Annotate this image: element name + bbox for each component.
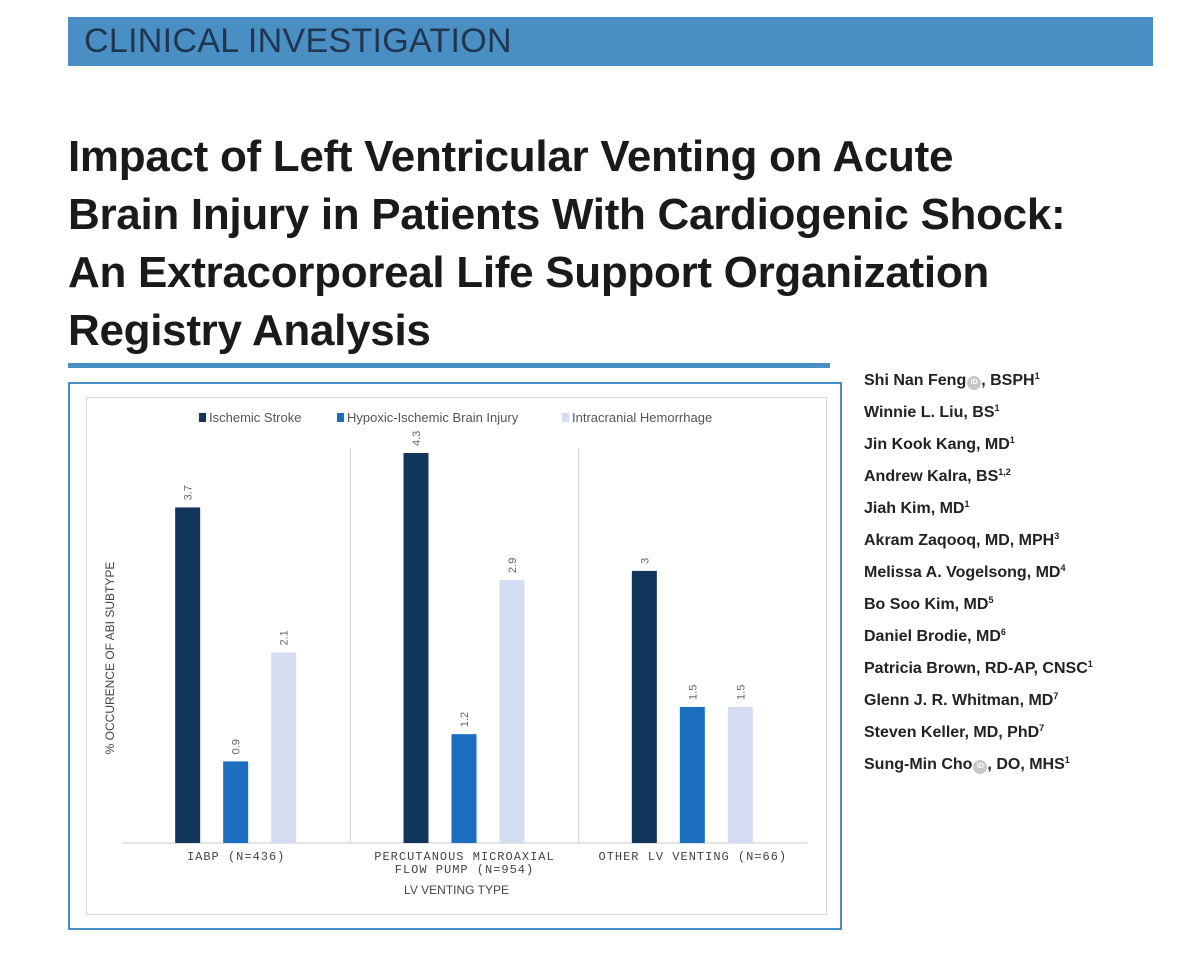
data-label: 0.9 xyxy=(231,739,243,754)
legend-swatch xyxy=(337,413,344,422)
author-list: Shi Nan Feng iD, BSPH1 Winnie L. Liu, BS1 J… xyxy=(864,365,1184,781)
author-name: Glenn J. R. Whitman, MD xyxy=(864,692,1054,709)
author-entry: Sung-Min Cho iD, DO, MHS1 xyxy=(864,749,1184,781)
affiliation-marker: 3 xyxy=(1054,531,1060,541)
author-name: Andrew Kalra, BS xyxy=(864,468,999,485)
x-tick-label: PERCUTANOUS MICROAXIAL xyxy=(374,850,554,864)
author-name: Melissa A. Vogelsong, MD xyxy=(864,564,1061,581)
abi-bar-chart: Ischemic Stroke Hypoxic-Ischemic Brain In… xyxy=(103,410,807,897)
legend-label: Hypoxic-Ischemic Brain Injury xyxy=(347,410,519,425)
data-label: 1.2 xyxy=(459,712,471,727)
author-entry: Steven Keller, MD, PhD7 xyxy=(864,717,1184,749)
chart-area: Ischemic Stroke Hypoxic-Ischemic Brain In… xyxy=(86,397,827,915)
author-entry: Glenn J. R. Whitman, MD7 xyxy=(864,685,1184,717)
data-label: 4.3 xyxy=(411,431,423,446)
author-entry: Jiah Kim, MD1 xyxy=(864,493,1184,525)
article-title: Impact of Left Ventricular Venting on Ac… xyxy=(68,132,1066,355)
author-name: Shi Nan Feng xyxy=(864,372,967,389)
affiliation-marker: 1,2 xyxy=(998,467,1011,477)
legend-label: Intracranial Hemorrhage xyxy=(572,410,712,425)
data-label: 2.9 xyxy=(507,558,519,573)
chart-bar xyxy=(727,706,753,843)
data-label: 2.1 xyxy=(279,630,291,645)
author-entry: Winnie L. Liu, BS1 xyxy=(864,397,1184,429)
chart-bar xyxy=(451,734,477,843)
affiliation-marker: 1 xyxy=(1009,435,1015,445)
x-axis-title: LV VENTING TYPE xyxy=(404,883,509,897)
author-name: Jiah Kim, MD xyxy=(864,500,965,517)
author-entry: Melissa A. Vogelsong, MD4 xyxy=(864,557,1184,589)
affiliation-marker: 7 xyxy=(1053,691,1059,701)
author-entry: Shi Nan Feng iD, BSPH1 xyxy=(864,365,1184,397)
affiliation-marker: 4 xyxy=(1060,563,1066,573)
chart-bar xyxy=(679,706,705,843)
orcid-icon[interactable]: iD xyxy=(973,760,988,774)
author-degree: , BSPH xyxy=(981,372,1035,389)
data-label: 1.5 xyxy=(735,685,747,700)
chart-bar xyxy=(499,579,525,843)
author-entry: Patricia Brown, RD-AP, CNSC1 xyxy=(864,653,1184,685)
author-name: Sung-Min Cho xyxy=(864,756,973,773)
data-label: 3 xyxy=(639,558,651,564)
author-name: Patricia Brown, RD-AP, CNSC xyxy=(864,660,1088,677)
affiliation-marker: 7 xyxy=(1039,723,1045,733)
section-banner: CLINICAL INVESTIGATION xyxy=(68,17,1153,66)
author-name: Akram Zaqooq, MD, MPH xyxy=(864,532,1055,549)
affiliation-marker: 1 xyxy=(1064,755,1070,765)
author-name: Bo Soo Kim, MD xyxy=(864,596,989,613)
chart-bar xyxy=(223,761,249,843)
legend-swatch xyxy=(562,413,569,422)
chart-bar xyxy=(631,570,657,843)
author-degree: , DO, MHS xyxy=(987,756,1065,773)
affiliation-marker: 1 xyxy=(1034,371,1040,381)
affiliation-marker: 5 xyxy=(988,595,994,605)
legend-label: Ischemic Stroke xyxy=(209,410,301,425)
author-name: Steven Keller, MD, PhD xyxy=(864,724,1040,741)
chart-bar xyxy=(271,652,297,843)
legend-swatch xyxy=(199,413,206,422)
section-label: CLINICAL INVESTIGATION xyxy=(84,22,512,60)
y-axis-title: % OCCURENCE OF ABI SUBTYPE xyxy=(103,562,117,755)
author-name: Jin Kook Kang, MD xyxy=(864,436,1010,453)
author-entry: Bo Soo Kim, MD5 xyxy=(864,589,1184,621)
title-divider xyxy=(68,363,830,368)
affiliation-marker: 1 xyxy=(1087,659,1093,669)
author-entry: Andrew Kalra, BS1,2 xyxy=(864,461,1184,493)
chart-bar xyxy=(175,507,201,843)
affiliation-marker: 1 xyxy=(994,403,1000,413)
data-label: 3.7 xyxy=(183,485,195,500)
author-name: Winnie L. Liu, BS xyxy=(864,404,995,421)
x-tick-label: OTHER LV VENTING (N=66) xyxy=(599,850,788,864)
chart-bar xyxy=(403,453,429,843)
data-label: 1.5 xyxy=(687,685,699,700)
x-tick-label: FLOW PUMP (N=954) xyxy=(395,863,534,877)
author-entry: Daniel Brodie, MD6 xyxy=(864,621,1184,653)
author-name: Daniel Brodie, MD xyxy=(864,628,1001,645)
author-entry: Akram Zaqooq, MD, MPH3 xyxy=(864,525,1184,557)
affiliation-marker: 6 xyxy=(1000,627,1006,637)
x-tick-label: IABP (N=436) xyxy=(187,850,285,864)
affiliation-marker: 1 xyxy=(964,499,970,509)
author-entry: Jin Kook Kang, MD1 xyxy=(864,429,1184,461)
orcid-icon[interactable]: iD xyxy=(967,376,982,390)
